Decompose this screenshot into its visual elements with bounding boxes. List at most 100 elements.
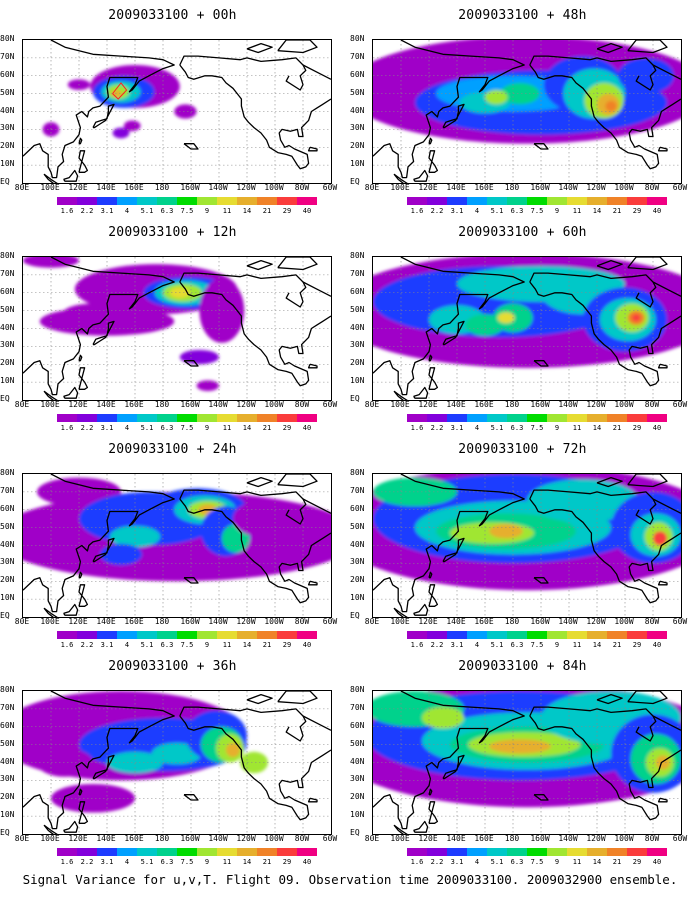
colorbar-label: 4 (124, 424, 130, 432)
colorbar-swatch (447, 414, 467, 422)
lat-tick-label: 10N (350, 376, 365, 386)
flight-track (112, 82, 128, 100)
coastline (92, 103, 115, 129)
colorbar-label: 7.5 (180, 207, 194, 215)
variance-contour (226, 742, 240, 758)
coastline (428, 354, 433, 362)
colorbar-label: 14 (592, 207, 602, 215)
coastline (627, 257, 668, 271)
colorbar-swatch (117, 848, 137, 856)
lat-tick-label: 40N (350, 756, 365, 766)
lon-tick-label: 120E (418, 400, 438, 409)
coastline (442, 103, 465, 129)
colorbar (407, 848, 667, 856)
lon-tick-label: 100W (614, 834, 634, 843)
colorbar-swatch (627, 414, 647, 422)
colorbar (57, 631, 317, 639)
lon-tick-label: 160E (474, 183, 494, 192)
colorbar-swatch (607, 414, 627, 422)
coastline (529, 498, 681, 604)
coastline (92, 754, 115, 780)
colorbar-label: 1.6 (410, 641, 424, 649)
colorbar-labels: 1.6 2.2 3.1 4 5.1 6.3 7.5 9 11 14 21 29 40 (57, 207, 317, 216)
colorbar-swatch (137, 197, 157, 205)
variance-map (22, 690, 332, 835)
lon-tick-label: 140E (96, 834, 116, 843)
coastline (627, 474, 668, 488)
coastline (627, 40, 668, 54)
lat-tick-label: 10N (0, 593, 15, 603)
colorbar-label: 40 (652, 424, 662, 432)
colorbar-label: 2.2 (80, 858, 94, 866)
lat-tick-label: 70N (0, 51, 15, 61)
colorbar-swatch (507, 197, 527, 205)
coastline (246, 259, 273, 271)
colorbar-label: 1.6 (410, 207, 424, 215)
colorbar-label: 1.6 (410, 858, 424, 866)
lat-tick-label: 50N (0, 304, 15, 314)
lon-tick-label: 100E (40, 183, 60, 192)
lat-tick-label: 20N (0, 358, 15, 368)
lon-tick-label: 120E (68, 617, 88, 626)
lon-tick-label: 80E (364, 183, 380, 192)
coastline (393, 390, 408, 400)
colorbar-label: 29 (282, 858, 292, 866)
lon-tick-label: 140W (208, 400, 228, 409)
colorbar-label: 29 (632, 424, 642, 432)
colorbar-label: 40 (302, 207, 312, 215)
lon-tick-label: 160E (124, 183, 144, 192)
coastline (179, 706, 331, 731)
lat-tick-label: EQ (350, 828, 360, 837)
colorbar-label: 2.2 (430, 424, 444, 432)
colorbar-label: 29 (632, 858, 642, 866)
colorbar-label: 3.1 (450, 207, 464, 215)
map-panel: 2009033100 + 60h 80N 70N 60N 50N 40N 30N 20N 10N… (350, 217, 695, 432)
colorbar-swatch (607, 848, 627, 856)
colorbar-label: 5.1 (490, 858, 504, 866)
colorbar-swatch (237, 414, 257, 422)
lat-tick-label: 40N (0, 105, 15, 115)
lon-tick-label: 120W (236, 617, 256, 626)
variance-contour (485, 90, 508, 105)
colorbar-swatch (57, 414, 77, 422)
lon-tick-label: 100E (390, 400, 410, 409)
colorbar-label: 29 (282, 207, 292, 215)
variance-map (372, 256, 682, 401)
colorbar-label: 6.3 (160, 641, 174, 649)
colorbar-swatch (447, 631, 467, 639)
map-panel: 2009033100 + 72h 80N 70N 60N 50N 40N 30N 20N 10N… (350, 434, 695, 649)
lon-tick-label: 80E (364, 834, 380, 843)
colorbar (57, 414, 317, 422)
colorbar-label: 1.6 (60, 858, 74, 866)
coastline (179, 272, 331, 297)
lon-tick-label: 80E (14, 617, 30, 626)
coastline (533, 143, 549, 150)
coastline (393, 607, 408, 617)
coastline (23, 691, 175, 830)
colorbar-swatch (467, 631, 487, 639)
colorbar-swatch (97, 197, 117, 205)
lon-tick-label: 80W (294, 834, 310, 843)
colorbar-label: 3.1 (100, 207, 114, 215)
colorbar-label: 7.5 (180, 858, 194, 866)
coastline (428, 150, 439, 173)
coastline (413, 386, 429, 399)
colorbar-swatch (177, 197, 197, 205)
colorbar-swatch (407, 197, 427, 205)
colorbar-label: 40 (652, 207, 662, 215)
lat-tick-label: 20N (350, 358, 365, 368)
colorbar-label: 6.3 (510, 641, 524, 649)
variance-contour (37, 748, 93, 777)
colorbar (407, 197, 667, 205)
lon-tick-label: 100E (40, 617, 60, 626)
variance-contour (174, 104, 197, 119)
coastline (246, 693, 273, 705)
coastline (307, 797, 318, 803)
variance-contour (196, 380, 219, 392)
coastline (428, 137, 433, 145)
lat-tick-label: 80N (350, 34, 365, 43)
colorbar-swatch (257, 848, 277, 856)
colorbar-label: 40 (302, 641, 312, 649)
lat-tick-label: 50N (350, 304, 365, 314)
colorbar-label: 21 (612, 641, 622, 649)
